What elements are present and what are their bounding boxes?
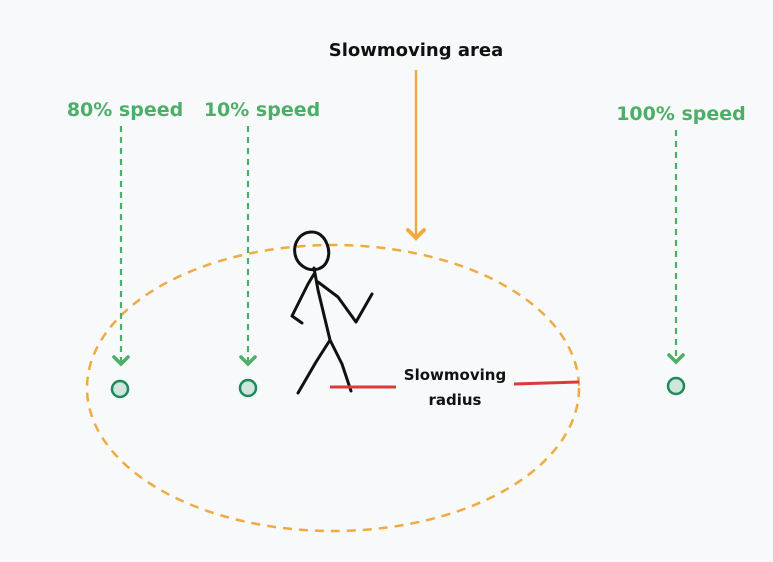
slowmoving-area-ellipse [85,243,581,533]
marker-label-10: 10% speed [204,99,320,121]
radius-label-line1: Slowmoving [404,366,506,384]
slowmoving-area-title: Slowmoving area [329,40,504,61]
marker-dot-10 [238,378,258,398]
radius-label-line2: radius [428,391,481,409]
marker-dot-100 [666,376,686,396]
marker-label-100: 100% speed [616,103,746,125]
stick-figure-icon [290,230,374,395]
marker-dot-80 [110,379,130,399]
radius-line-right [513,380,580,386]
marker-label-80: 80% speed [67,99,183,121]
